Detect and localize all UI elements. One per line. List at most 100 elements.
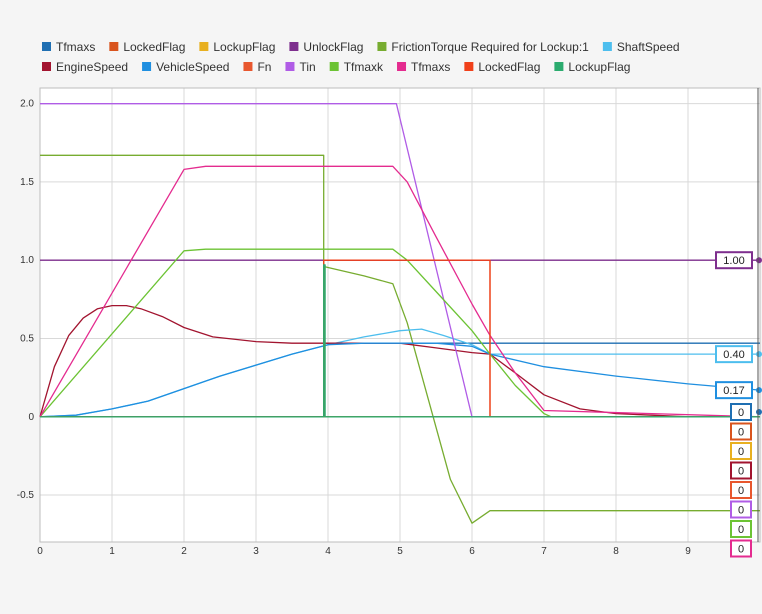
series-line-13 bbox=[40, 264, 760, 418]
series-line-7 bbox=[39, 342, 761, 418]
y-tick-label: -0.5 bbox=[17, 490, 35, 501]
cursor-value: 0 bbox=[738, 524, 744, 536]
cursor-readout-9: 0 bbox=[730, 520, 752, 538]
x-tick-label: 3 bbox=[253, 546, 259, 557]
series-group bbox=[39, 103, 761, 524]
cursor-box bbox=[730, 539, 752, 558]
series-line-6 bbox=[39, 304, 760, 418]
legend-item-13[interactable]: LockupFlag bbox=[554, 60, 630, 74]
legend-label: VehicleSpeed bbox=[156, 60, 229, 74]
cursor-readout-6: 0 bbox=[730, 461, 752, 480]
cursor-box bbox=[730, 403, 752, 421]
legend-swatch bbox=[285, 62, 295, 71]
y-tick-label: 0.5 bbox=[20, 333, 34, 344]
cursor-readout-1: 0.40 bbox=[715, 345, 762, 364]
cursor-value: 0 bbox=[738, 466, 744, 478]
x-tick-label: 6 bbox=[469, 546, 475, 557]
legend-item-7[interactable]: VehicleSpeed bbox=[142, 60, 229, 74]
y-tick-label: 1.0 bbox=[20, 255, 34, 266]
x-tick-label: 5 bbox=[397, 546, 403, 557]
series-line-11 bbox=[39, 165, 761, 418]
legend-swatch bbox=[243, 62, 253, 71]
legend-label: LockedFlag bbox=[123, 40, 185, 54]
axes: 0 1 2 3 4 5 6 7 8 9 2.0 1.5 1.0 0.5 0 -0.5 bbox=[17, 87, 761, 557]
legend-swatch bbox=[329, 62, 339, 71]
cursor-value: 0 bbox=[738, 505, 744, 517]
legend-swatch bbox=[397, 62, 407, 71]
cursor-value: 0.40 bbox=[723, 349, 744, 361]
legend-swatch bbox=[109, 42, 119, 51]
legend-swatch bbox=[142, 62, 152, 71]
legend-label: Fn bbox=[257, 60, 271, 74]
cursor-value: 0 bbox=[738, 427, 744, 439]
legend-label: EngineSpeed bbox=[56, 60, 128, 74]
x-tick-label: 9 bbox=[685, 546, 691, 557]
cursor-value: 0.17 bbox=[723, 385, 744, 397]
legend-item-8[interactable]: Fn bbox=[243, 60, 271, 74]
legend-swatch bbox=[289, 42, 299, 51]
legend-label: Tfmaxs bbox=[411, 60, 450, 74]
legend-item-12[interactable]: LockedFlag bbox=[464, 60, 540, 74]
cursor-marker bbox=[756, 351, 762, 358]
plot-border bbox=[39, 87, 761, 543]
legend-label: UnlockFlag bbox=[303, 40, 363, 54]
cursor-readout-2: 0.17 bbox=[715, 381, 762, 400]
cursor-value: 1.00 bbox=[723, 255, 744, 267]
cursor-box bbox=[715, 345, 753, 364]
cursor-readout-4: 0 bbox=[730, 422, 752, 441]
cursor-box bbox=[730, 520, 752, 538]
legend-label: LockupFlag bbox=[568, 60, 630, 74]
cursor-marker bbox=[756, 387, 762, 394]
x-tick-label: 4 bbox=[325, 546, 331, 557]
legend-swatch bbox=[42, 42, 51, 51]
cursor-box bbox=[730, 442, 752, 460]
legend-label: Tfmaxs bbox=[56, 40, 95, 54]
legend-item-11[interactable]: Tfmaxs bbox=[397, 60, 450, 74]
legend-item-5[interactable]: ShaftSpeed bbox=[602, 40, 680, 54]
cursor-box bbox=[730, 481, 752, 499]
legend-item-3[interactable]: UnlockFlag bbox=[289, 40, 363, 54]
x-tick-label: 1 bbox=[109, 546, 115, 557]
legend-label: Tfmaxk bbox=[344, 60, 384, 74]
cursor-readout-8: 0 bbox=[730, 500, 752, 519]
cursor-value: 0 bbox=[738, 407, 744, 419]
legend-item-0[interactable]: Tfmaxs bbox=[42, 40, 95, 54]
legend-swatch bbox=[377, 42, 387, 51]
legend-swatch bbox=[464, 62, 474, 71]
legend-item-6[interactable]: EngineSpeed bbox=[42, 60, 128, 74]
legend-label: Tin bbox=[299, 60, 315, 74]
cursor-marker bbox=[756, 257, 762, 264]
x-tick-label: 2 bbox=[181, 546, 187, 557]
cursor-box bbox=[730, 422, 752, 441]
cursor-readout[interactable]: 1.00 0.40 0.17 0 0 0 0 0 0 0 0 bbox=[715, 88, 762, 558]
legend-item-9[interactable]: Tin bbox=[285, 60, 316, 74]
legend: Tfmaxs LockedFlag LockupFlag UnlockFlag Fric… bbox=[42, 40, 680, 74]
cursor-box bbox=[730, 500, 752, 519]
x-tick-label: 0 bbox=[37, 546, 43, 557]
y-tick-label: 2.0 bbox=[20, 99, 34, 110]
legend-label: LockedFlag bbox=[478, 60, 540, 74]
legend-label: LockupFlag bbox=[213, 40, 275, 54]
cursor-readout-5: 0 bbox=[730, 442, 752, 460]
y-tick-label: 0 bbox=[28, 412, 34, 423]
legend-swatch bbox=[602, 42, 612, 51]
legend-item-4[interactable]: FrictionTorque Required for Lockup:1 bbox=[377, 40, 589, 54]
cursor-readout-10: 0 bbox=[730, 539, 752, 558]
cursor-marker bbox=[756, 409, 762, 415]
y-tick-label: 1.5 bbox=[20, 177, 34, 188]
cursor-value: 0 bbox=[738, 446, 744, 458]
legend-item-2[interactable]: LockupFlag bbox=[199, 40, 275, 54]
cursor-box bbox=[715, 381, 753, 400]
series-line-10 bbox=[39, 248, 760, 418]
cursor-box bbox=[715, 251, 753, 270]
legend-swatch bbox=[199, 42, 209, 51]
legend-swatch bbox=[42, 62, 51, 71]
x-tick-label: 7 bbox=[541, 546, 547, 557]
legend-item-1[interactable]: LockedFlag bbox=[109, 40, 185, 54]
legend-swatch bbox=[554, 62, 564, 71]
legend-item-10[interactable]: Tfmaxk bbox=[329, 60, 384, 74]
legend-label: ShaftSpeed bbox=[617, 40, 680, 54]
series-line-4 bbox=[40, 154, 760, 524]
cursor-box bbox=[730, 461, 752, 480]
